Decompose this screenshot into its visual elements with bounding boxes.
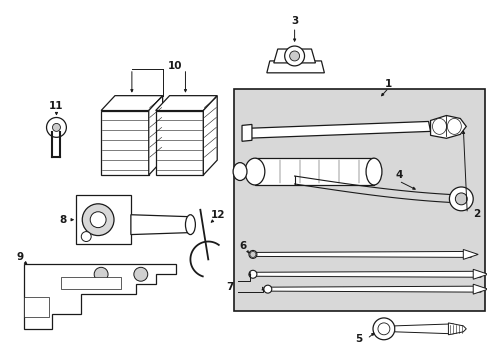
Polygon shape <box>253 251 470 257</box>
Polygon shape <box>432 118 446 134</box>
Circle shape <box>289 51 299 61</box>
Text: 2: 2 <box>472 209 480 219</box>
Polygon shape <box>462 249 477 260</box>
Text: 1: 1 <box>385 79 392 89</box>
Text: 10: 10 <box>168 61 183 71</box>
Ellipse shape <box>185 215 195 235</box>
Ellipse shape <box>248 251 256 258</box>
Text: 7: 7 <box>226 282 233 292</box>
Text: 4: 4 <box>394 170 402 180</box>
Polygon shape <box>472 269 487 279</box>
Polygon shape <box>131 215 190 235</box>
Bar <box>24 297 48 317</box>
Text: 6: 6 <box>239 242 246 252</box>
Ellipse shape <box>233 163 246 180</box>
Polygon shape <box>254 158 373 185</box>
Circle shape <box>94 267 108 281</box>
Polygon shape <box>429 116 466 138</box>
Polygon shape <box>155 96 217 111</box>
Polygon shape <box>273 49 315 63</box>
Polygon shape <box>155 111 203 175</box>
Polygon shape <box>394 324 452 334</box>
Text: 11: 11 <box>49 100 63 111</box>
Polygon shape <box>447 118 460 134</box>
Ellipse shape <box>366 158 381 185</box>
Circle shape <box>82 204 114 235</box>
Text: 5: 5 <box>355 334 362 344</box>
Polygon shape <box>253 271 480 277</box>
Circle shape <box>454 193 467 205</box>
Circle shape <box>249 251 255 257</box>
Circle shape <box>134 267 147 281</box>
Text: 3: 3 <box>290 16 298 26</box>
Circle shape <box>52 123 61 131</box>
Ellipse shape <box>377 323 389 335</box>
Bar <box>234 89 484 311</box>
Circle shape <box>46 117 66 137</box>
Text: 8: 8 <box>60 215 67 225</box>
Polygon shape <box>148 96 163 175</box>
Polygon shape <box>447 323 466 335</box>
Polygon shape <box>472 284 487 294</box>
Ellipse shape <box>264 285 271 293</box>
Polygon shape <box>244 121 429 138</box>
Ellipse shape <box>248 270 256 278</box>
Bar <box>76 195 131 244</box>
Circle shape <box>81 231 91 242</box>
Polygon shape <box>101 111 148 175</box>
Polygon shape <box>268 286 480 292</box>
Polygon shape <box>242 125 251 141</box>
Bar <box>61 277 121 289</box>
Circle shape <box>90 212 106 228</box>
Circle shape <box>284 46 304 66</box>
Polygon shape <box>24 264 175 329</box>
Polygon shape <box>101 96 163 111</box>
Polygon shape <box>266 61 324 73</box>
Ellipse shape <box>372 318 394 340</box>
Polygon shape <box>203 96 217 175</box>
Circle shape <box>448 187 472 211</box>
Text: 9: 9 <box>16 252 23 262</box>
Ellipse shape <box>244 158 264 185</box>
Text: 12: 12 <box>210 210 225 220</box>
